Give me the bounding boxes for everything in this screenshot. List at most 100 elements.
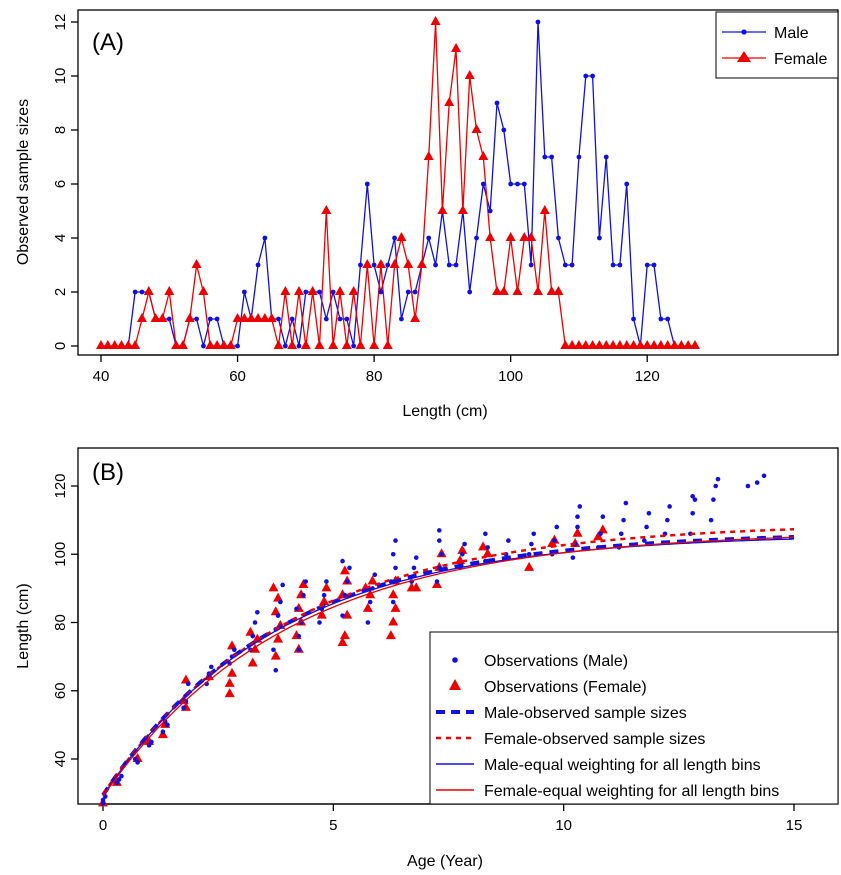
point-male [392, 235, 397, 241]
legend-female-label: Female [774, 51, 827, 68]
point-male [323, 316, 329, 322]
observation-female [180, 674, 191, 684]
series-line-male [101, 21, 695, 347]
observation-male [485, 545, 490, 550]
panel-a-y-tick-label: 10 [52, 68, 69, 85]
point-female [669, 340, 680, 349]
observation-male [711, 497, 716, 502]
observation-male [460, 551, 465, 557]
point-male [344, 316, 350, 322]
observation-male [116, 777, 122, 782]
point-male [556, 235, 561, 241]
observation-male [255, 609, 260, 615]
point-female [505, 232, 516, 241]
observation-female [339, 630, 350, 640]
point-male [542, 154, 548, 160]
observation-male [273, 667, 279, 673]
point-female [532, 286, 543, 295]
point-male [214, 316, 220, 322]
observation-female [411, 582, 422, 592]
panel-b-observations [98, 473, 767, 807]
observation-male [181, 705, 186, 711]
point-female [683, 340, 694, 349]
panel-a-x-tick-label: 80 [366, 368, 383, 385]
point-female [410, 313, 421, 322]
observation-male [340, 558, 345, 564]
observation-male [342, 592, 348, 598]
point-female [512, 286, 523, 295]
point-female [457, 205, 468, 214]
point-female [403, 259, 414, 268]
point-male [508, 181, 514, 187]
point-male [446, 262, 452, 268]
observation-male [114, 780, 120, 786]
observation-male [434, 579, 440, 584]
legend-b-line-male-label: Male-equal weighting for all length bins [484, 757, 761, 774]
curve-female-observed [101, 527, 795, 795]
point-female [601, 340, 612, 349]
observation-female [337, 636, 348, 646]
point-female [492, 286, 502, 295]
point-female [300, 340, 311, 349]
observation-male [367, 599, 373, 605]
point-male [569, 262, 575, 268]
panel-a-x-axis-title: Length (cm) [402, 403, 487, 420]
point-female [314, 340, 325, 349]
point-female [430, 16, 441, 25]
point-female [225, 340, 236, 349]
observation-male [317, 620, 322, 625]
point-female [355, 340, 366, 349]
point-female [198, 286, 209, 295]
point-female [519, 232, 530, 241]
observation-male [552, 538, 557, 543]
observation-male [690, 511, 695, 516]
point-male [139, 289, 145, 295]
panel-a-y-tick-label: 6 [52, 180, 69, 188]
point-female [635, 340, 646, 349]
point-male [201, 343, 206, 349]
legend-b-dash-thick-male-label: Male-observed sample sizes [484, 705, 687, 722]
observation-male [413, 555, 419, 560]
point-female [471, 124, 482, 133]
point-female [287, 340, 298, 349]
observation-male [100, 797, 106, 803]
observation-female [226, 667, 237, 677]
point-male [337, 316, 343, 322]
observation-female [482, 548, 493, 558]
point-female [621, 340, 632, 349]
observation-female [270, 606, 281, 616]
point-female [594, 340, 605, 349]
legend-b-line-female-label: Female-equal weighting for all length bi… [484, 783, 779, 800]
point-male [262, 235, 268, 241]
point-female [573, 340, 584, 349]
observation-male [667, 504, 672, 509]
point-female [389, 259, 400, 268]
point-male [631, 316, 636, 322]
point-female [266, 313, 277, 322]
observation-male [623, 500, 629, 506]
observation-male [390, 599, 396, 605]
observation-male [575, 514, 580, 520]
observation-male [340, 613, 345, 618]
legend-b-dot-male-label: Observations (Male) [484, 653, 628, 670]
point-male [528, 262, 534, 268]
point-female [102, 340, 113, 349]
point-male [317, 289, 322, 295]
legend-male-marker [741, 29, 747, 35]
panel-a-y-tick-label: 8 [52, 126, 69, 134]
panel-a-legend: Male Female [715, 11, 839, 79]
series-line-female [101, 21, 695, 347]
point-female [321, 205, 332, 214]
point-male [241, 289, 247, 295]
observation-male [393, 538, 398, 543]
panel-b-x-tick-label: 5 [329, 817, 337, 834]
point-female [649, 340, 660, 349]
panel-b-label: (B) [92, 459, 124, 486]
point-male [583, 73, 589, 79]
legend-b-dash-female-label: Female-observed sample sizes [484, 731, 705, 748]
observation-male [554, 524, 560, 530]
panel-a-x-tick-label: 60 [229, 368, 246, 385]
point-female [150, 313, 161, 322]
observation-male [278, 599, 283, 605]
